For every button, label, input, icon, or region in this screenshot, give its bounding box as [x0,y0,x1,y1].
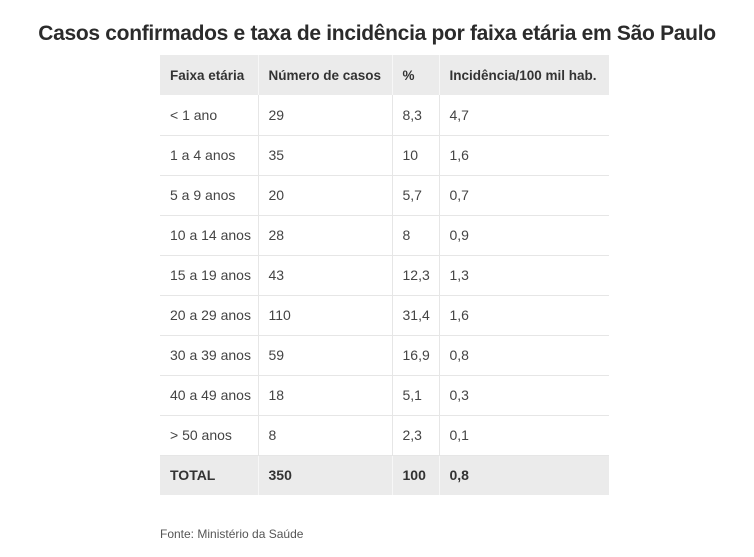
total-incidencia: 0,8 [438,455,609,495]
cell-percent: 31,4 [391,295,439,336]
cell-percent: 2,3 [391,415,439,456]
table-row: 40 a 49 anos 18 5,1 0,3 [160,375,609,416]
cell-numero-de-casos: 20 [257,175,392,216]
cell-faixa-etaria: 15 a 19 anos [160,255,258,296]
cell-percent: 10 [391,135,439,176]
total-numero-de-casos: 350 [257,455,392,495]
cell-numero-de-casos: 43 [257,255,392,296]
table-row: > 50 anos 8 2,3 0,1 [160,415,609,456]
cell-incidencia: 0,7 [438,175,609,216]
cell-incidencia: 0,8 [438,335,609,376]
cell-percent: 5,7 [391,175,439,216]
cell-faixa-etaria: 10 a 14 anos [160,215,258,256]
cell-numero-de-casos: 59 [257,335,392,376]
table-row: 20 a 29 anos 110 31,4 1,6 [160,295,609,336]
cell-incidencia: 0,3 [438,375,609,416]
cell-numero-de-casos: 110 [257,295,392,336]
cell-incidencia: 1,6 [438,295,609,336]
table-header-row: Faixa etária Número de casos % Incidênci… [160,55,609,95]
table-row: 30 a 39 anos 59 16,9 0,8 [160,335,609,376]
cell-numero-de-casos: 28 [257,215,392,256]
table-row: 1 a 4 anos 35 10 1,6 [160,135,609,176]
source-note: Fonte: Ministério da Saúde [160,527,304,541]
cell-percent: 12,3 [391,255,439,296]
cell-faixa-etaria: < 1 ano [160,95,258,136]
cell-incidencia: 1,3 [438,255,609,296]
data-table: Faixa etária Número de casos % Incidênci… [160,55,609,495]
total-percent: 100 [391,455,439,495]
cell-faixa-etaria: > 50 anos [160,415,258,456]
cell-faixa-etaria: 30 a 39 anos [160,335,258,376]
cell-faixa-etaria: 20 a 29 anos [160,295,258,336]
cell-faixa-etaria: 1 a 4 anos [160,135,258,176]
cell-numero-de-casos: 8 [257,415,392,456]
cell-incidencia: 0,1 [438,415,609,456]
cell-numero-de-casos: 18 [257,375,392,416]
table-total-row: TOTAL 350 100 0,8 [160,455,609,495]
page-title: Casos confirmados e taxa de incidência p… [38,22,716,45]
table-row: 15 a 19 anos 43 12,3 1,3 [160,255,609,296]
cell-percent: 16,9 [391,335,439,376]
column-header-numero-de-casos: Número de casos [257,55,392,95]
cell-incidencia: 0,9 [438,215,609,256]
column-header-incidencia: Incidência/100 mil hab. [438,55,609,95]
total-label: TOTAL [160,455,258,495]
table-row: 5 a 9 anos 20 5,7 0,7 [160,175,609,216]
cell-incidencia: 1,6 [438,135,609,176]
column-header-faixa-etaria: Faixa etária [160,55,258,95]
cell-percent: 5,1 [391,375,439,416]
cell-numero-de-casos: 35 [257,135,392,176]
table-row: < 1 ano 29 8,3 4,7 [160,95,609,136]
cell-percent: 8,3 [391,95,439,136]
cell-numero-de-casos: 29 [257,95,392,136]
cell-faixa-etaria: 40 a 49 anos [160,375,258,416]
table-row: 10 a 14 anos 28 8 0,9 [160,215,609,256]
column-header-percent: % [391,55,439,95]
cell-percent: 8 [391,215,439,256]
cell-incidencia: 4,7 [438,95,609,136]
cell-faixa-etaria: 5 a 9 anos [160,175,258,216]
